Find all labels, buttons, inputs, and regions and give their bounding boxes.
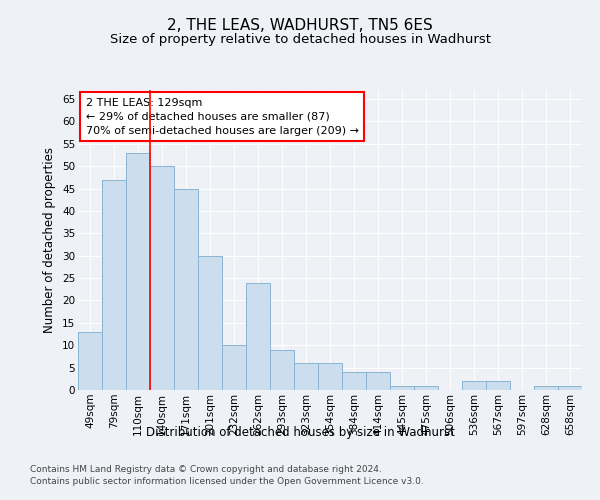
Bar [126, 152, 150, 390]
Bar [222, 345, 246, 390]
Text: Distribution of detached houses by size in Wadhurst: Distribution of detached houses by size … [146, 426, 454, 439]
Bar [246, 282, 270, 390]
Bar [558, 386, 582, 390]
Bar [366, 372, 390, 390]
Bar [198, 256, 222, 390]
Bar [270, 350, 294, 390]
Bar [150, 166, 174, 390]
Bar [174, 188, 198, 390]
Bar [414, 386, 438, 390]
Bar [294, 363, 318, 390]
Bar [534, 386, 558, 390]
Text: Contains public sector information licensed under the Open Government Licence v3: Contains public sector information licen… [30, 476, 424, 486]
Bar [462, 381, 486, 390]
Bar [102, 180, 126, 390]
Bar [486, 381, 510, 390]
Text: Size of property relative to detached houses in Wadhurst: Size of property relative to detached ho… [110, 32, 491, 46]
Y-axis label: Number of detached properties: Number of detached properties [43, 147, 56, 333]
Text: 2, THE LEAS, WADHURST, TN5 6ES: 2, THE LEAS, WADHURST, TN5 6ES [167, 18, 433, 32]
Bar [318, 363, 342, 390]
Bar [342, 372, 366, 390]
Text: 2 THE LEAS: 129sqm
← 29% of detached houses are smaller (87)
70% of semi-detache: 2 THE LEAS: 129sqm ← 29% of detached hou… [86, 98, 359, 136]
Bar [78, 332, 102, 390]
Text: Contains HM Land Registry data © Crown copyright and database right 2024.: Contains HM Land Registry data © Crown c… [30, 466, 382, 474]
Bar [390, 386, 414, 390]
